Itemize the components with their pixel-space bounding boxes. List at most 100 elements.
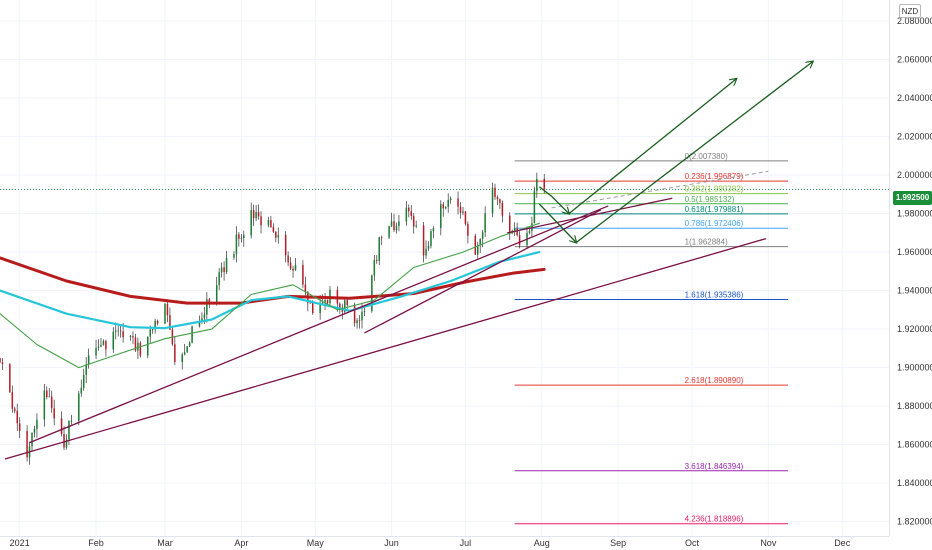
y-tick-label: 2.000000 [897, 170, 932, 180]
y-tick-label: 1.880000 [897, 401, 932, 411]
candle-body [449, 198, 452, 201]
fib-level-label: 4.236(1.818896) [685, 515, 744, 524]
candle-body [201, 318, 203, 322]
candle-body [371, 275, 373, 312]
candle-body [459, 206, 462, 213]
x-tick-label: Feb [88, 538, 104, 548]
candle-body [1, 362, 4, 365]
price-axis[interactable]: 2.080000 2.060000 2.040000 2.020000 2.000000… [897, 16, 932, 526]
fib-level-label: 0(2.007380) [685, 152, 728, 161]
candle-body [516, 228, 518, 236]
candle-body [102, 341, 105, 345]
candle-body [304, 284, 307, 292]
candle-body [395, 226, 398, 231]
projection-dashed-line [551, 170, 769, 209]
candle-body [146, 336, 149, 356]
candle-body [255, 212, 257, 219]
x-tick-label: Aug [534, 538, 550, 548]
candle-body [479, 238, 481, 245]
candle-body [70, 420, 73, 422]
candle-body [302, 264, 304, 285]
candle-body [137, 342, 139, 351]
candle-body [536, 178, 538, 191]
y-tick-label: 1.980000 [897, 209, 932, 219]
candle-body [85, 364, 87, 375]
candle-body [203, 314, 206, 319]
candle-body [169, 315, 171, 330]
x-tick-label: 2021 [10, 538, 30, 548]
candle-body [309, 302, 312, 304]
candle-body [432, 228, 435, 232]
candle-body [462, 211, 464, 213]
candle-body [260, 216, 262, 226]
candle-body [220, 267, 223, 273]
candle-body [95, 347, 97, 356]
candle-body [508, 215, 511, 233]
fib-level-label: 1(1.962884) [685, 238, 728, 247]
candle-body [398, 221, 400, 227]
candle-body [50, 396, 53, 409]
candle-body [425, 248, 427, 256]
candle-body [378, 237, 381, 261]
candle-body [60, 418, 63, 434]
last-price-label: 1.992500 [893, 191, 932, 205]
candle-body [277, 234, 280, 238]
projection-arrows [538, 62, 813, 244]
candle-body [191, 326, 193, 343]
candle-body [484, 213, 486, 233]
candle-body [80, 387, 83, 394]
time-axis[interactable]: 2021 Feb Mar Apr May Jun Jul Aug Sep Oct Nov Dec [10, 538, 851, 548]
candle-body [112, 331, 115, 350]
candlestick-series [0, 172, 545, 465]
candle-body [543, 178, 545, 190]
y-tick-label: 1.920000 [897, 324, 932, 334]
rally-arrow [568, 79, 736, 215]
candle-body [164, 303, 166, 324]
candle-body [494, 187, 496, 198]
candle-body [533, 190, 536, 224]
candle-body [0, 357, 1, 363]
candle-body [412, 216, 415, 227]
y-tick-label: 1.960000 [897, 247, 932, 257]
y-tick-label: 2.080000 [897, 16, 932, 26]
candle-body [31, 432, 33, 447]
candle-body [82, 374, 85, 388]
candle-body [447, 200, 449, 207]
y-tick-label: 2.060000 [897, 55, 932, 65]
fib-level-label: 3.618(1.846394) [685, 462, 744, 471]
candle-body [457, 198, 459, 207]
candle-body [238, 234, 240, 239]
candle-body [215, 285, 218, 303]
candle-body [225, 257, 228, 273]
rally-arrow [575, 62, 813, 244]
y-tick-label: 1.900000 [897, 363, 932, 373]
candle-body [427, 245, 430, 249]
candle-body [48, 396, 51, 398]
moving-average-line [0, 222, 540, 369]
candle-body [373, 259, 376, 276]
candle-body [442, 204, 445, 209]
moving-average-line [0, 256, 546, 305]
candle-body [363, 311, 366, 312]
trendline [364, 209, 602, 334]
candle-body [166, 303, 169, 316]
candle-body [188, 342, 191, 347]
candle-body [9, 364, 11, 393]
x-tick-label: May [307, 538, 325, 548]
moving-averages [0, 222, 546, 369]
candle-body [117, 330, 119, 332]
candle-body [119, 330, 122, 332]
candle-body [186, 346, 188, 353]
candle-body [324, 299, 326, 303]
candle-body [252, 210, 255, 219]
candle-body [235, 234, 238, 255]
fib-level-label: 0.236(1.996879) [685, 172, 744, 181]
currency-badge[interactable]: NZD [899, 4, 921, 18]
candle-body [422, 225, 425, 256]
candle-body [149, 329, 151, 337]
candle-body [476, 244, 479, 255]
candle-body [100, 344, 102, 347]
